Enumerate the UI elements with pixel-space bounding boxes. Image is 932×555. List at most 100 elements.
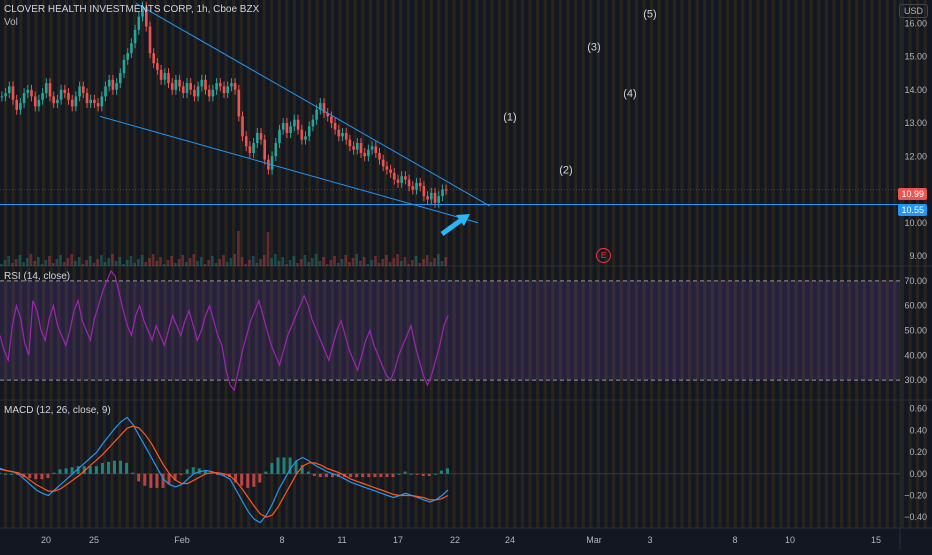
candle-body — [130, 43, 133, 54]
macd-axis-tick: 0.20 — [909, 447, 927, 457]
volume-bar — [333, 256, 336, 266]
candle-body — [393, 172, 396, 180]
macd-hist-bar — [331, 473, 334, 478]
upper-trendline — [135, 2, 491, 207]
volume-bar — [59, 255, 62, 266]
macd-hist-bar — [197, 468, 201, 474]
session-band — [80, 0, 84, 528]
wave-label: (1) — [503, 111, 516, 123]
volume-bar — [29, 254, 33, 266]
volume-bar — [429, 262, 433, 266]
macd-axis-tick: 0.60 — [909, 404, 927, 414]
macd-hist-bar — [203, 470, 207, 474]
session-band — [718, 0, 722, 528]
session-band — [710, 0, 714, 528]
volume-bar — [70, 254, 73, 266]
candle-body — [244, 136, 248, 147]
candle-body — [141, 6, 144, 17]
candle-body — [437, 196, 440, 203]
session-band — [733, 0, 737, 528]
hline-price-badge: 10.55 — [898, 204, 927, 216]
candle-body — [274, 143, 278, 157]
candle-body — [196, 86, 200, 97]
macd-hist-bar — [367, 473, 371, 478]
session-band — [300, 0, 304, 528]
session-band — [726, 0, 730, 528]
candle-body — [45, 83, 48, 94]
macd-hist-bar — [82, 466, 86, 474]
candle-body — [104, 86, 107, 97]
volume-bar — [348, 262, 351, 266]
session-band — [34, 0, 38, 528]
volume-bar — [14, 259, 18, 266]
session-band — [528, 0, 532, 528]
macd-hist-bar — [252, 473, 256, 487]
session-band — [855, 0, 859, 528]
session-band — [680, 0, 684, 528]
candle-body — [319, 103, 322, 110]
session-band — [148, 0, 152, 528]
time-axis-label: Mar — [586, 535, 602, 545]
candle-body — [237, 89, 241, 117]
candle-body — [137, 16, 141, 30]
candle-body — [300, 129, 304, 140]
candle-body — [415, 182, 418, 190]
volume-bar — [111, 254, 114, 266]
price-axis-tick: 15.00 — [904, 52, 927, 62]
rsi-zone — [0, 280, 900, 381]
macd-hist-bar — [185, 469, 189, 474]
macd-axis-tick: 0.00 — [909, 469, 927, 479]
currency-badge[interactable]: USD — [898, 4, 928, 18]
rsi-label[interactable]: RSI (14, close) — [4, 271, 71, 282]
macd-axis-tick: −0.20 — [904, 490, 927, 500]
volume-bar — [440, 261, 444, 266]
macd-hist-bar — [4, 473, 8, 475]
volume-bar — [166, 260, 170, 266]
candle-body — [107, 79, 111, 87]
session-band — [133, 0, 137, 528]
session-band — [330, 0, 334, 528]
volume-bar — [299, 259, 303, 266]
candle-body — [100, 96, 104, 107]
volume-bar — [88, 256, 92, 266]
candle-body — [404, 176, 407, 180]
earnings-marker-icon[interactable]: E — [596, 248, 611, 263]
volume-bar — [244, 264, 248, 266]
macd-hist-bar — [427, 473, 431, 476]
macd-label[interactable]: MACD (12, 26, close, 9) — [4, 405, 111, 416]
session-band — [224, 0, 228, 528]
volume-bar — [255, 263, 259, 266]
candle-body — [8, 86, 11, 93]
volume-bar — [96, 259, 99, 266]
session-band — [391, 0, 395, 528]
session-band — [490, 0, 494, 528]
session-band — [247, 0, 251, 528]
macd-hist-bar — [70, 467, 74, 474]
session-band — [11, 0, 15, 528]
volume-bar — [81, 264, 85, 266]
volume-bar — [277, 261, 281, 266]
volume-bar — [229, 258, 233, 266]
macd-hist-bar — [191, 467, 195, 474]
candle-body — [33, 96, 37, 107]
session-band — [543, 0, 547, 528]
volume-bar — [399, 261, 403, 266]
volume-bar — [322, 257, 325, 266]
volume-label: Vol — [4, 17, 18, 28]
volume-bar — [118, 257, 122, 266]
macd-hist-bar — [94, 466, 98, 474]
candle-body — [385, 166, 389, 170]
volume-bar — [396, 254, 399, 266]
session-band — [467, 0, 471, 528]
volume-bar — [174, 263, 177, 266]
session-band — [292, 0, 296, 528]
volume-bar — [436, 254, 440, 266]
session-band — [270, 0, 274, 528]
wave-label: (4) — [623, 88, 636, 100]
symbol-title[interactable]: CLOVER HEALTH INVESTMENTS CORP, 1h, Cboe… — [4, 4, 260, 15]
session-band — [254, 0, 258, 528]
candle-body — [363, 152, 366, 157]
session-band — [118, 0, 122, 528]
